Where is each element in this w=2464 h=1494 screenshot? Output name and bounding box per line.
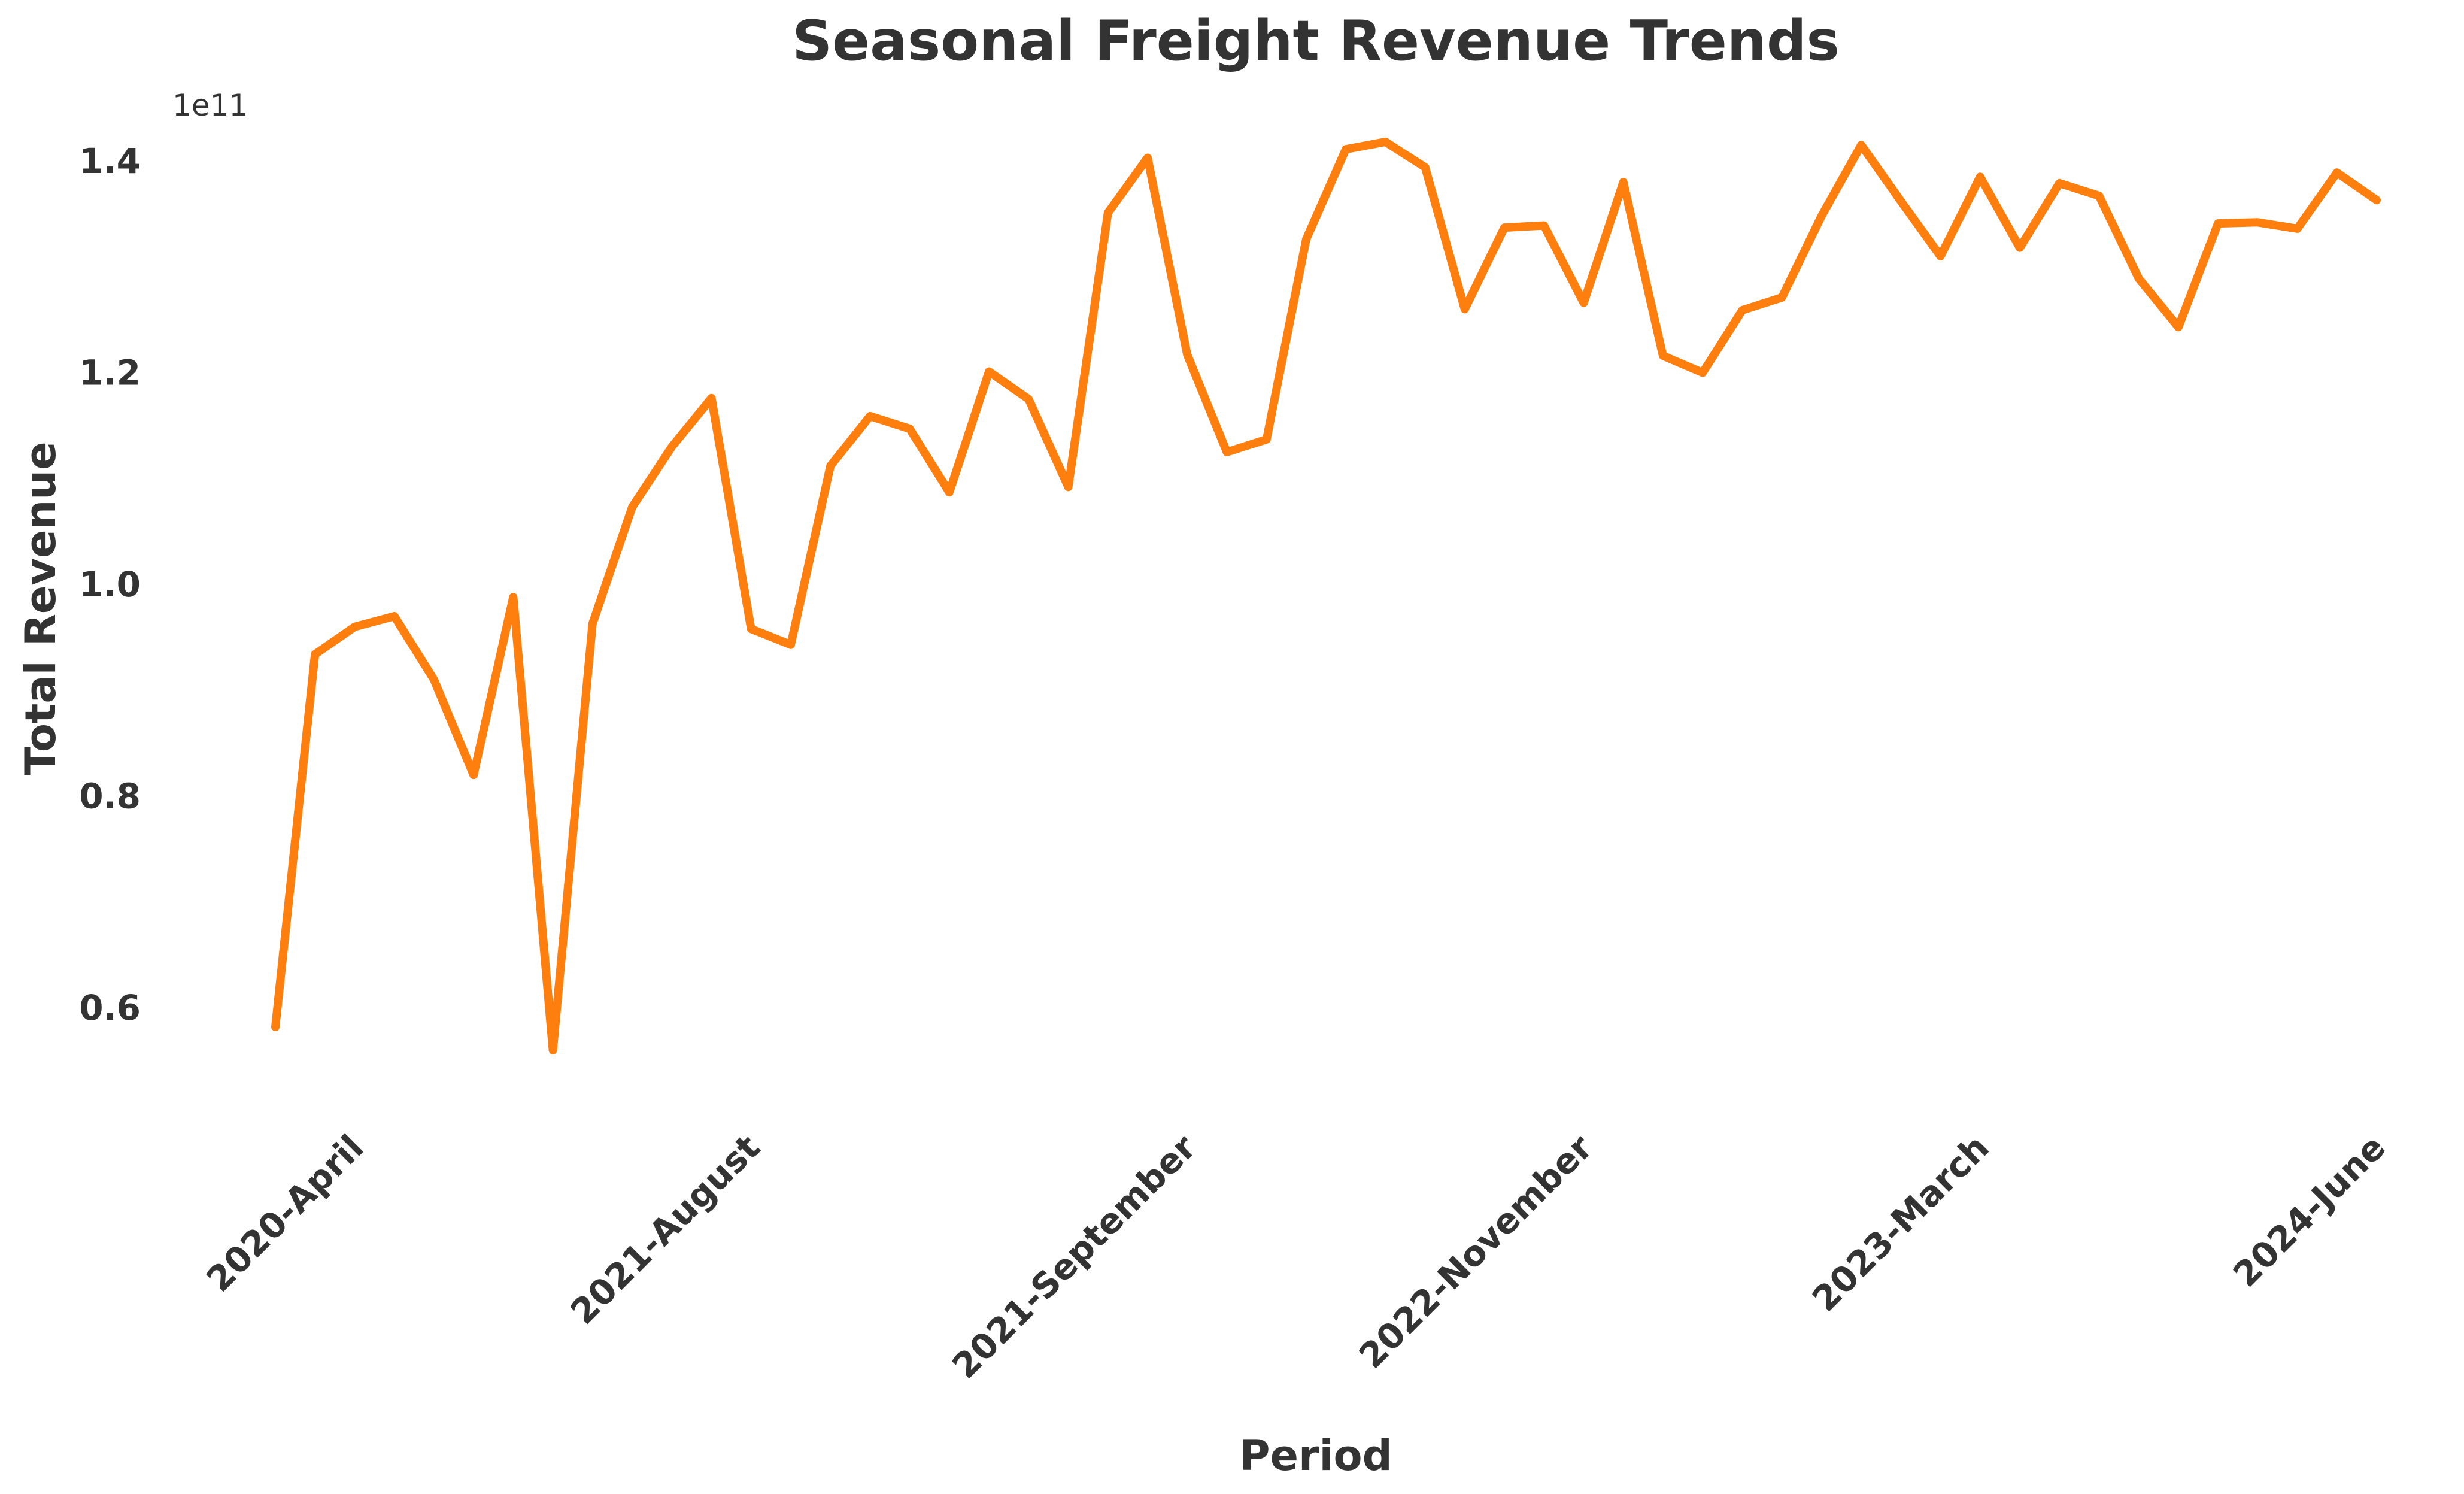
data-point bbox=[628, 503, 636, 511]
data-point bbox=[2253, 218, 2262, 226]
data-point bbox=[588, 619, 597, 628]
data-point bbox=[2333, 168, 2341, 177]
series-layer bbox=[271, 137, 2381, 1054]
data-point bbox=[469, 771, 478, 779]
data-point bbox=[2135, 274, 2143, 283]
data-point bbox=[1183, 350, 1191, 359]
data-point bbox=[1817, 212, 1826, 220]
data-point bbox=[1461, 305, 1469, 313]
data-point bbox=[708, 394, 716, 402]
data-point bbox=[747, 625, 755, 633]
data-point bbox=[549, 1046, 557, 1054]
y-tick-label: 0.6 bbox=[79, 987, 141, 1028]
y-tick-label: 0.8 bbox=[79, 776, 141, 817]
x-tick-label: 2024-June bbox=[2225, 1127, 2393, 1295]
x-tick-label: 2022-November bbox=[1351, 1127, 1601, 1377]
data-point bbox=[430, 675, 438, 684]
x-tick-label: 2023-March bbox=[1804, 1127, 1996, 1319]
chart-title: Seasonal Freight Revenue Trends bbox=[792, 8, 1840, 73]
data-point bbox=[1857, 141, 1865, 149]
data-point bbox=[271, 1023, 280, 1031]
data-point bbox=[1302, 235, 1310, 244]
data-point bbox=[1619, 178, 1628, 186]
data-point bbox=[1738, 306, 1746, 314]
data-point bbox=[1778, 293, 1786, 302]
y-tick-label: 1.0 bbox=[79, 564, 141, 605]
data-point bbox=[1500, 223, 1509, 232]
x-axis-label: Period bbox=[1239, 1431, 1392, 1480]
data-point bbox=[787, 641, 795, 649]
data-point bbox=[1976, 172, 1984, 181]
data-point bbox=[1143, 154, 1152, 162]
data-point bbox=[985, 368, 993, 376]
data-point bbox=[2055, 179, 2064, 187]
data-point bbox=[1222, 448, 1231, 456]
data-point bbox=[1263, 435, 1271, 444]
data-point bbox=[2174, 323, 2183, 331]
x-tick-labels: 2020-April 2021-August 2021-September 2022-… bbox=[199, 1127, 2393, 1387]
x-tick-label: 2021-September bbox=[945, 1127, 1204, 1387]
data-point bbox=[826, 462, 835, 470]
series-line bbox=[271, 137, 2381, 1054]
data-point bbox=[1580, 299, 1588, 307]
data-point bbox=[2372, 196, 2381, 204]
data-point bbox=[509, 593, 517, 601]
data-point bbox=[866, 412, 874, 420]
x-tick-label: 2020-April bbox=[199, 1127, 372, 1300]
data-point bbox=[2095, 192, 2103, 200]
data-point bbox=[1064, 483, 1073, 491]
y-tick-label: 1.4 bbox=[79, 141, 141, 181]
y-tick-labels: 0.6 0.8 1.0 1.2 1.4 bbox=[79, 141, 141, 1028]
data-point bbox=[1937, 252, 1945, 260]
data-point bbox=[1659, 351, 1667, 360]
data-point bbox=[2214, 219, 2222, 228]
data-point bbox=[2016, 244, 2024, 252]
data-point bbox=[2293, 225, 2302, 233]
data-point bbox=[1698, 368, 1707, 377]
data-point bbox=[1381, 138, 1389, 146]
x-tick-label: 2021-August bbox=[563, 1127, 768, 1332]
data-point bbox=[390, 612, 399, 620]
data-point bbox=[1342, 145, 1350, 153]
data-point bbox=[311, 650, 319, 659]
data-point bbox=[1540, 222, 1548, 230]
data-point bbox=[1896, 197, 1905, 205]
data-point bbox=[945, 488, 954, 496]
data-point bbox=[351, 623, 359, 631]
y-tick-label: 1.2 bbox=[79, 352, 141, 393]
data-point bbox=[1024, 395, 1033, 404]
data-point bbox=[1421, 163, 1430, 171]
data-point bbox=[1104, 208, 1112, 217]
data-point bbox=[906, 425, 914, 433]
data-point bbox=[667, 443, 676, 451]
y-axis-offset-label: 1e11 bbox=[172, 88, 248, 123]
y-axis-label: Total Revenue bbox=[16, 441, 65, 775]
